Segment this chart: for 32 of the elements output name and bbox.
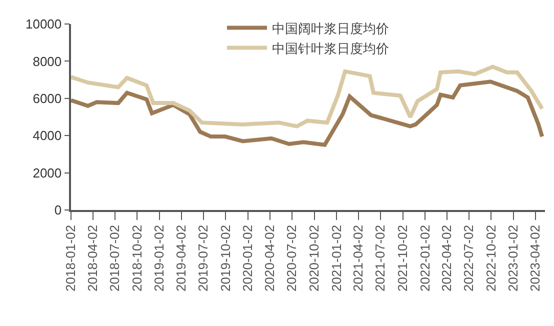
x-tick-label: 2021-07-02 — [372, 224, 388, 292]
x-tick-label: 2019-01-02 — [152, 224, 167, 292]
line-series — [71, 80, 544, 147]
x-tick-label: 2019-07-02 — [196, 224, 211, 292]
x-tick-label: 2022-01-02 — [417, 224, 432, 292]
x-tick-label: 2020-10-02 — [306, 224, 322, 292]
y-tick-label: 4000 — [32, 128, 62, 144]
x-tick-label: 2023-01-02 — [506, 224, 521, 292]
x-tick-label: 2021-04-02 — [350, 224, 366, 292]
x-tick-label: 2021-10-02 — [394, 224, 410, 292]
x-tick-label: 2020-04-02 — [262, 224, 278, 292]
legend-label: 中国阔叶浆日度均价 — [272, 20, 389, 37]
x-tick-label: 2021-01-02 — [328, 224, 344, 292]
x-tick-label: 2018-04-02 — [85, 224, 100, 292]
x-tick-label: 2022-10-02 — [483, 224, 498, 292]
x-tick-label: 2018-01-02 — [63, 224, 78, 292]
y-tick-label: 2000 — [32, 165, 62, 180]
line-series — [71, 64, 544, 128]
x-tick-label: 2019-10-02 — [218, 224, 233, 292]
y-tick-label: 6000 — [32, 90, 62, 106]
x-tick-label: 2022-04-02 — [439, 224, 454, 292]
x-tick-label: 2019-04-02 — [173, 224, 188, 292]
x-tick-label: 2018-07-02 — [107, 224, 122, 292]
x-tick-label: 2018-10-02 — [129, 224, 144, 292]
legend-label: 中国针叶浆日度均价 — [272, 40, 389, 57]
y-tick-label: 8000 — [32, 54, 62, 69]
y-tick-label: 10000 — [25, 16, 62, 32]
x-tick-label: 2020-01-02 — [240, 224, 256, 292]
x-tick-label: 2022-07-02 — [461, 224, 476, 292]
y-tick-label: 0 — [54, 202, 62, 218]
x-tick-label: 2023-04-02 — [528, 224, 543, 292]
x-tick-label: 2020-07-02 — [284, 224, 300, 292]
